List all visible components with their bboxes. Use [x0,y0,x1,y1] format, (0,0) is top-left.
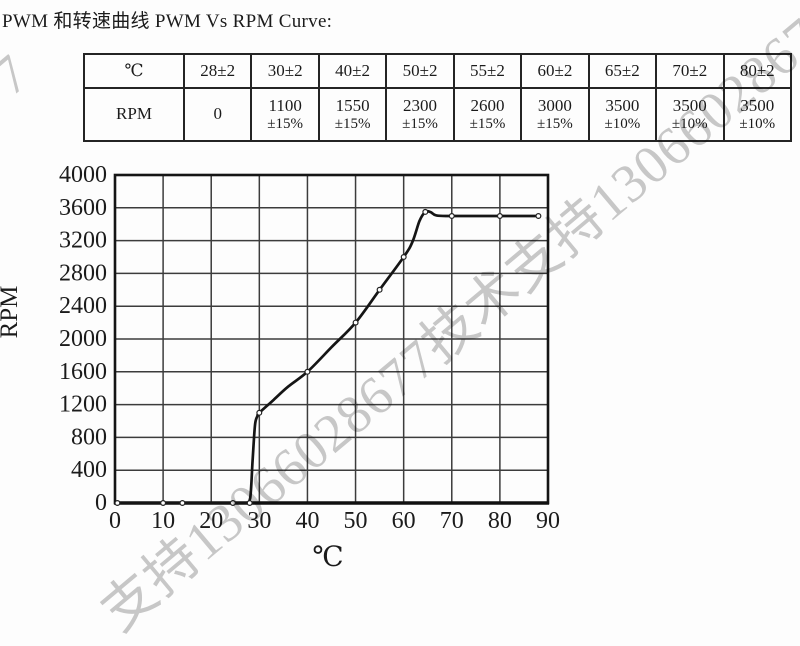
x-tick-label: 70 [440,508,464,534]
rpm-vs-temp-chart: 0 400 800 1200 1600 2000 2400 2800 3200 3600 4000 0… [0,150,600,585]
y-tick-label: 400 [71,457,107,483]
rpm-value-cell: 2300 ±15% [385,87,455,142]
rpm-value-cell: 2600 ±15% [452,87,523,142]
y-tick-label: 2800 [59,260,107,286]
data-point-marker [352,319,359,326]
y-tick-label: 2400 [59,293,107,319]
rpm-tolerance: ±15% [267,115,304,132]
y-tick-label: 1200 [59,392,107,418]
rpm-value: 1100 [268,95,302,115]
watermark-fragment: 7 [0,42,41,107]
rpm-value: 3500 [740,95,775,115]
data-point-marker [496,212,503,219]
x-tick-label: 60 [392,508,416,534]
rpm-tolerance: ±15% [537,115,573,132]
data-point-marker [304,368,311,375]
data-point-marker [179,500,186,507]
temp-header-cell: 40±2 [317,53,388,89]
rpm-tolerance: ±15% [334,115,371,132]
x-tick-label: 50 [344,508,368,534]
data-point-marker [448,212,455,219]
y-axis-title: RPM [0,286,23,339]
rpm-value: 0 [213,104,222,124]
pwm-rpm-table: ℃ 28±2 30±2 40±2 50±2 55±2 60±2 65±2 70±2 80±2 RPM… [83,53,792,142]
temp-header-cell: 30±2 [250,53,320,89]
rpm-row-label: RPM [83,87,185,142]
rpm-value-cell: 3000 ±15% [520,87,590,142]
rpm-tolerance: ±15% [469,115,506,132]
data-point-marker [246,500,253,507]
x-tick-label: 10 [151,508,175,534]
temp-header-cell: 50±2 [385,53,455,89]
temp-header-cell: 60±2 [520,53,590,89]
x-tick-label: 90 [536,508,560,534]
rpm-tolerance: ±15% [402,115,438,132]
data-point-marker [400,253,407,260]
y-tick-label: 0 [95,490,107,516]
temp-header-cell: 65±2 [587,53,658,89]
chart-canvas: 0400800120016002000240028003200360040000… [0,162,560,573]
y-tick-label: 3200 [59,228,107,254]
rpm-value-cell: 3500 ±10% [587,87,658,142]
rpm-value: 3500 [672,95,707,115]
y-tick-label: 2000 [59,326,107,352]
data-point-marker [535,212,542,219]
data-point-marker [229,500,236,507]
rpm-value-cell: 0 [182,87,253,142]
data-point-marker [256,409,263,416]
x-tick-label: 80 [488,508,512,534]
rpm-value-cell: 1550 ±15% [317,87,388,142]
data-point-marker [422,208,429,215]
y-tick-label: 4000 [59,162,107,188]
x-tick-label: 40 [295,508,319,534]
temp-header-cell: 70±2 [655,53,725,89]
rpm-value-cell: 3500 ±10% [655,87,725,142]
rpm-tolerance: ±10% [739,115,776,132]
rpm-curve [116,209,540,505]
y-tick-label: 3600 [59,195,107,221]
temp-header-cell: 55±2 [452,53,523,89]
x-tick-label: 0 [109,508,121,534]
page-title: PWM 和转速曲线 PWM Vs RPM Curve: [2,11,333,32]
rpm-value: 3500 [605,95,640,115]
x-tick-label: 30 [247,508,271,534]
rpm-value: 2300 [403,95,438,115]
x-tick-label: 20 [199,508,223,534]
x-axis-title: ℃ [312,542,343,573]
rpm-value-cell: 3500 ±10% [722,87,792,142]
rpm-value: 1550 [335,95,370,115]
rpm-value: 2600 [470,95,505,115]
rpm-tolerance: ±10% [671,115,708,132]
y-tick-label: 800 [71,424,107,450]
rpm-value: 3000 [537,95,572,115]
rpm-value-cell: 1100 ±15% [250,87,320,142]
data-point-marker [376,286,383,293]
rpm-tolerance: ±10% [604,115,641,132]
temp-header-cell: 80±2 [722,53,792,89]
temp-header-cell: 28±2 [182,53,253,89]
data-point-marker [160,500,167,507]
data-point-marker [114,500,121,507]
temp-row-label: ℃ [83,53,185,89]
y-tick-label: 1600 [59,359,107,385]
